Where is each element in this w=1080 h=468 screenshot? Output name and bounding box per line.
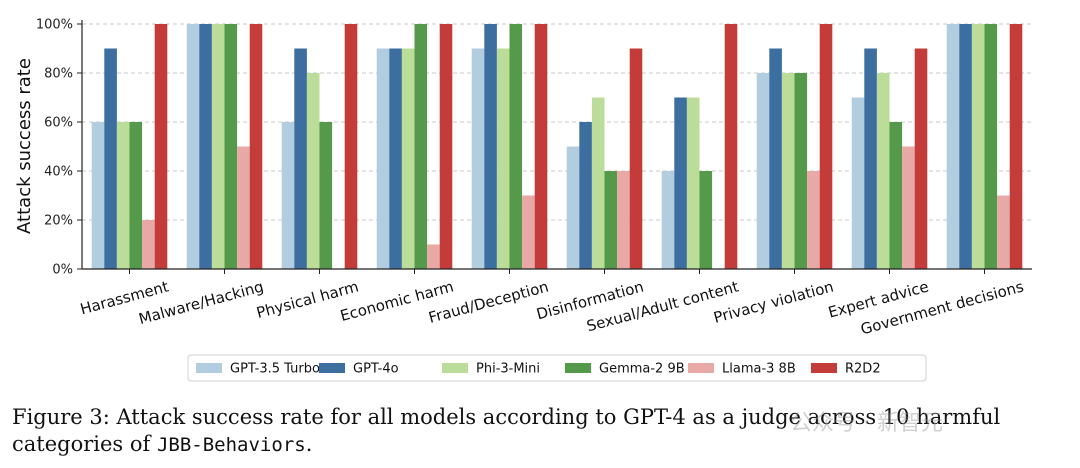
bar-1-4 <box>237 146 250 269</box>
bar-4-0 <box>471 48 485 269</box>
bar-0-5 <box>154 24 168 269</box>
bar-8-5 <box>914 48 928 269</box>
bar-1-0 <box>186 24 200 269</box>
bar-0-4 <box>142 220 155 269</box>
y-tick-label-0: 0% <box>52 263 73 278</box>
bar-7-1 <box>769 48 782 269</box>
caption-text: Figure 3: Attack success rate for all mo… <box>12 405 1001 456</box>
bar-2-1 <box>294 48 307 269</box>
bar-9-3 <box>984 24 998 269</box>
y-tick-labels: 0% 20% 40% 60% 80% 100% <box>36 18 82 278</box>
bar-chart: 0% 20% 40% 60% 80% 100% HarassmentMalware/Hac… <box>14 18 1032 382</box>
legend-swatch-3 <box>565 363 591 373</box>
legend-label-3: Gemma-2 9B <box>599 362 685 377</box>
bar-9-4 <box>997 195 1010 269</box>
legend: GPT-3.5 Turbo GPT-4o Phi-3-Mini Gemma-2 9B L… <box>187 354 927 382</box>
legend-label-4: Llama-3 8B <box>722 362 796 377</box>
bar-3-1 <box>389 48 402 269</box>
bar-2-3 <box>319 122 333 269</box>
legend-swatch-0 <box>196 363 222 373</box>
bar-8-1 <box>864 48 877 269</box>
y-tick-label-80: 80% <box>44 67 73 82</box>
bar-5-1 <box>579 122 592 269</box>
bar-4-2 <box>496 48 510 269</box>
bar-7-5 <box>819 24 833 269</box>
caption-end: . <box>305 432 313 456</box>
y-tick-label-20: 20% <box>44 214 73 229</box>
bar-3-4 <box>427 244 440 269</box>
bar-0-3 <box>129 122 143 269</box>
bar-8-3 <box>889 122 903 269</box>
bar-3-0 <box>376 48 390 269</box>
axes <box>81 20 1032 270</box>
bar-5-5 <box>629 48 643 269</box>
bar-6-3 <box>699 171 713 269</box>
bar-0-2 <box>116 122 130 269</box>
bar-5-0 <box>566 146 580 269</box>
bar-1-1 <box>199 24 212 269</box>
legend-swatch-2 <box>442 363 468 373</box>
legend-label-0: GPT-3.5 Turbo <box>230 362 320 377</box>
bar-8-0 <box>851 97 865 269</box>
figure-caption: Figure 3: Attack success rate for all mo… <box>12 404 1072 459</box>
bar-2-2 <box>306 73 320 269</box>
bar-9-1 <box>959 24 972 269</box>
y-tick-label-100: 100% <box>36 18 73 33</box>
bar-9-0 <box>946 24 960 269</box>
y-axis-title: Attack success rate <box>14 58 35 234</box>
bar-5-3 <box>604 171 618 269</box>
bar-5-4 <box>617 171 630 269</box>
bar-4-4 <box>522 195 535 269</box>
bars <box>91 24 1023 269</box>
y-tick-label-60: 60% <box>44 116 73 131</box>
legend-label-2: Phi-3-Mini <box>476 362 540 377</box>
y-tick-label-40: 40% <box>44 165 73 180</box>
bar-3-2 <box>401 48 415 269</box>
bar-0-1 <box>104 48 117 269</box>
bar-2-0 <box>281 122 295 269</box>
legend-swatch-4 <box>688 363 714 373</box>
bar-3-5 <box>439 24 453 269</box>
bar-7-0 <box>756 73 770 269</box>
bar-6-2 <box>686 97 700 269</box>
legend-swatch-1 <box>319 363 345 373</box>
bar-4-1 <box>484 24 497 269</box>
bar-9-2 <box>971 24 985 269</box>
legend-frame <box>187 354 927 382</box>
legend-label-1: GPT-4o <box>353 362 399 377</box>
legend-label-5: R2D2 <box>845 362 881 377</box>
x-tick-label-9: Government decisions <box>859 277 1026 338</box>
bar-1-3 <box>224 24 238 269</box>
bar-0-0 <box>91 122 105 269</box>
caption-dataset-name: JBB-Behaviors <box>156 434 306 456</box>
bar-5-2 <box>591 97 605 269</box>
bar-9-5 <box>1009 24 1023 269</box>
bar-6-0 <box>661 171 675 269</box>
bar-1-5 <box>249 24 263 269</box>
bar-7-3 <box>794 73 808 269</box>
bar-4-3 <box>509 24 523 269</box>
legend-swatch-5 <box>811 363 837 373</box>
bar-1-2 <box>211 24 225 269</box>
bar-6-5 <box>724 24 738 269</box>
bar-6-1 <box>674 97 687 269</box>
bar-8-4 <box>902 146 915 269</box>
bar-7-2 <box>781 73 795 269</box>
bar-7-4 <box>807 171 820 269</box>
bar-8-2 <box>876 73 890 269</box>
bar-2-5 <box>344 24 358 269</box>
bar-4-5 <box>534 24 548 269</box>
bar-3-3 <box>414 24 428 269</box>
